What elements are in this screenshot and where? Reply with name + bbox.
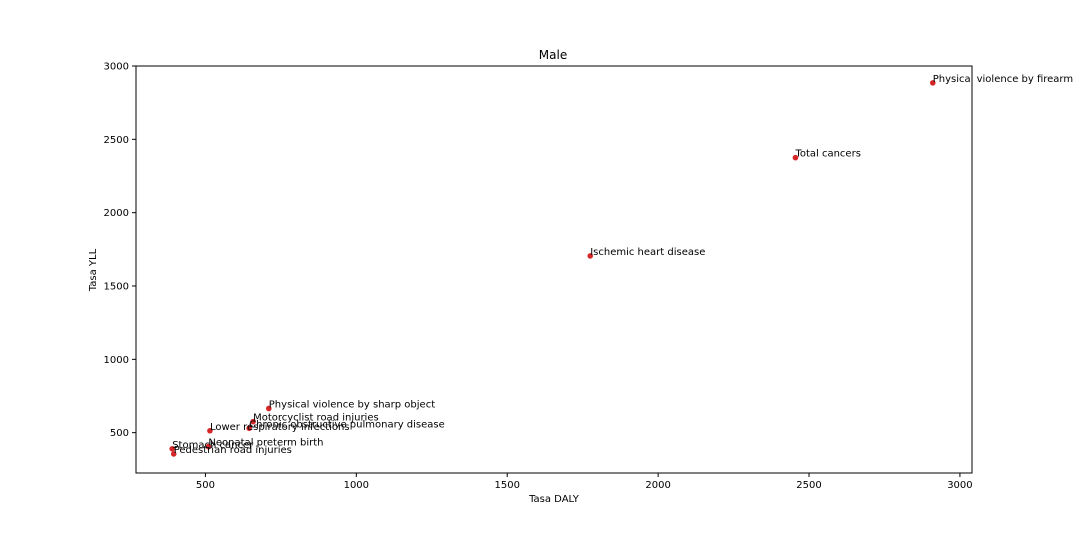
scatter-point [169,446,176,452]
x-tick-label: 1000 [344,480,369,491]
plot-frame [135,65,973,474]
point-label: Physical violence by sharp object [269,399,435,410]
point-label: Neonatal preterm birth [208,438,323,449]
y-tick-label: 1500 [104,282,129,293]
y-tick-label: 500 [110,428,129,439]
x-tick-label: 1500 [494,480,519,491]
y-tick-label: 2000 [104,208,129,219]
point-label: Pedestrian road injuries [174,445,292,456]
point-label: Ischemic heart disease [590,247,705,258]
x-tick-label: 2500 [796,480,821,491]
point-label: Motorcyclist road injuries [253,413,379,424]
scatter-point [205,443,212,450]
scatter-point [587,253,594,259]
point-label: Stomach cancer [172,440,254,451]
chart-title: Male [539,48,567,62]
scatter-point [792,154,799,161]
scatter-point [170,451,177,457]
data-points: Physical violence by firearm Total cancer… [169,74,1073,457]
point-label: Total cancers [794,149,860,160]
y-axis: 500 1000 1500 2000 2500 3000 [104,62,136,439]
x-axis: 500 1000 1500 2000 2500 3000 [196,473,973,491]
x-tick-label: 500 [196,480,215,491]
scatter-point [246,425,252,432]
scatter-point [250,418,256,425]
y-tick-label: 2500 [104,135,129,146]
y-axis-label: Tasa YLL [88,248,99,292]
point-label: Chronic obstructive pulmonary disease [249,419,445,430]
point-label: Lower respiratory infections [210,422,350,433]
scatter-point [207,427,213,434]
y-tick-label: 3000 [104,62,129,73]
x-axis-label: Tasa DALY [528,494,580,505]
x-tick-label: 2000 [645,480,670,491]
scatter-point [929,80,936,86]
scatter-point [265,405,272,412]
point-label: Physical violence by firearm [933,74,1073,85]
y-tick-label: 1000 [104,355,129,366]
x-tick-label: 3000 [947,480,972,491]
